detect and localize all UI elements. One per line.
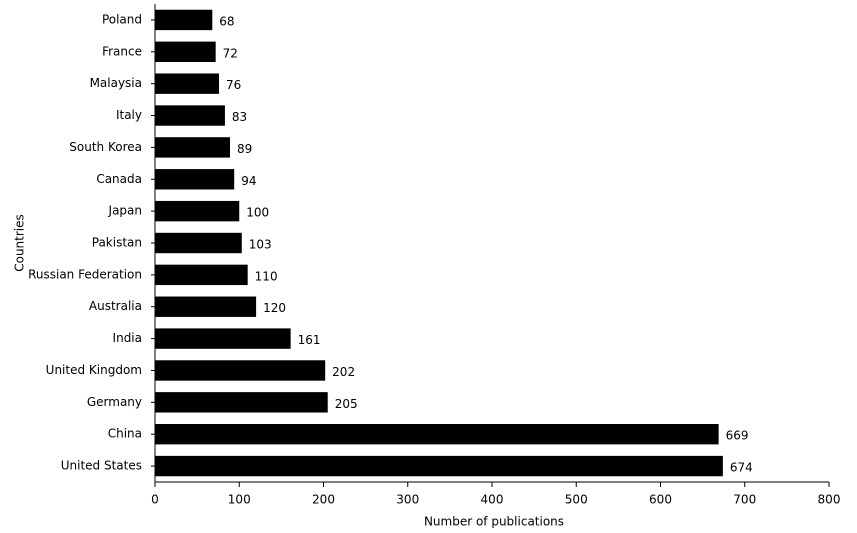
x-tick-label: 600 — [649, 493, 672, 507]
bar — [155, 41, 216, 62]
bar — [155, 9, 213, 31]
data-label: 205 — [335, 397, 358, 411]
x-tick-label: 500 — [565, 493, 588, 507]
data-label: 110 — [255, 269, 278, 283]
bar — [155, 328, 291, 349]
data-label: 669 — [726, 429, 749, 443]
y-tick-label: India — [113, 331, 142, 345]
bar — [155, 455, 723, 477]
data-label: 674 — [730, 461, 753, 475]
bar — [155, 360, 326, 381]
y-tick-label: South Korea — [69, 140, 142, 154]
bar — [155, 392, 328, 413]
y-tick-label: Australia — [89, 299, 142, 313]
x-tick-label: 100 — [228, 493, 251, 507]
x-tick-label: 0 — [151, 493, 159, 507]
y-tick-label: United Kingdom — [46, 363, 142, 377]
y-tick-label: United States — [61, 459, 142, 473]
x-axis-label: Number of publications — [424, 515, 564, 529]
data-label: 68 — [219, 14, 234, 28]
bar — [155, 200, 240, 222]
data-label: 89 — [237, 142, 252, 156]
x-tick-label: 700 — [733, 493, 756, 507]
y-tick-label: Malaysia — [90, 76, 142, 90]
data-label: 83 — [232, 110, 247, 124]
y-tick-label: Germany — [87, 395, 142, 409]
data-label: 94 — [241, 174, 256, 188]
y-tick-label: Pakistan — [92, 236, 142, 250]
x-tick-label: 400 — [481, 493, 504, 507]
y-tick-label: Russian Federation — [28, 267, 142, 281]
data-label: 100 — [246, 206, 269, 220]
bar — [155, 137, 230, 158]
data-label: 161 — [298, 333, 321, 347]
y-tick-label: Poland — [102, 12, 142, 26]
bar — [155, 232, 242, 254]
x-tick-label: 300 — [396, 493, 419, 507]
bar — [155, 105, 225, 126]
bar — [155, 264, 248, 286]
data-label: 202 — [332, 365, 355, 379]
y-tick-label: Italy — [116, 108, 142, 122]
y-tick-label: China — [108, 427, 142, 441]
x-tick-label: 200 — [312, 493, 335, 507]
y-tick-label: Japan — [108, 204, 142, 218]
data-label: 72 — [223, 46, 238, 60]
data-label: 103 — [249, 238, 272, 252]
bar — [155, 73, 220, 94]
bar — [155, 296, 257, 317]
bar — [155, 424, 719, 445]
y-axis-label: Countries — [13, 214, 27, 272]
bar — [155, 169, 235, 190]
y-tick-label: Canada — [96, 172, 142, 186]
data-label: 120 — [263, 301, 286, 315]
data-label: 76 — [226, 78, 241, 92]
x-tick-label: 800 — [818, 493, 841, 507]
y-tick-label: France — [102, 44, 142, 58]
